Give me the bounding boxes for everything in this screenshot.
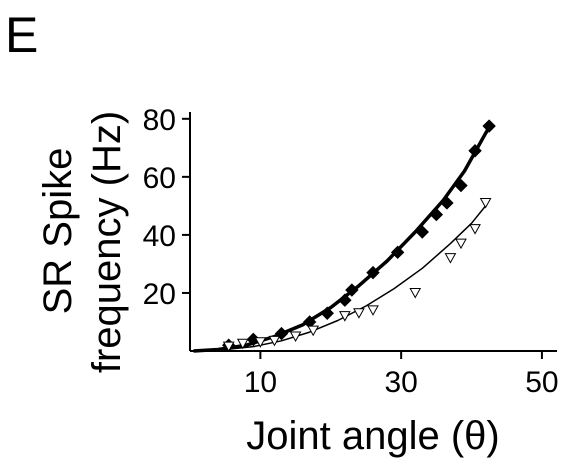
- y-axis-label-line2: frequency (Hz): [85, 111, 129, 373]
- y-tick-label: 20: [143, 278, 176, 311]
- data-point: [268, 335, 281, 347]
- data-point: [345, 283, 359, 297]
- fit-lines: [193, 126, 491, 353]
- data-point: [353, 308, 365, 319]
- data-point: [366, 265, 380, 280]
- data-point: [236, 338, 249, 350]
- y-tick-label: 80: [143, 104, 176, 137]
- data-point: [444, 253, 457, 264]
- x-axis-label: Joint angle (θ): [246, 414, 499, 458]
- data-point: [482, 119, 496, 133]
- tick-group: 10 30 50 20 40 60 80: [143, 104, 559, 399]
- data-markers: [222, 119, 496, 353]
- data-point: [289, 331, 302, 343]
- data-point: [222, 341, 235, 353]
- data-point: [479, 197, 492, 209]
- data-point: [469, 224, 481, 235]
- data-point: [415, 225, 429, 239]
- data-point: [429, 207, 444, 222]
- y-tick-label: 60: [143, 162, 176, 195]
- data-point: [254, 337, 267, 348]
- panel-letter: E: [5, 7, 38, 63]
- data-point: [367, 305, 379, 316]
- y-axis-label-line1: SR Spike: [36, 148, 80, 315]
- data-point: [338, 311, 351, 322]
- data-point: [468, 144, 482, 158]
- data-point: [307, 325, 320, 337]
- data-point: [440, 196, 454, 210]
- x-tick-label: 10: [244, 366, 277, 399]
- data-point: [409, 287, 422, 299]
- data-point: [454, 178, 468, 193]
- fit-line: [193, 126, 491, 353]
- fit-line: [193, 205, 487, 352]
- data-point: [338, 293, 352, 307]
- x-tick-label: 30: [384, 366, 417, 399]
- plot-area: 10 30 50 20 40 60 80: [143, 104, 559, 399]
- y-tick-label: 40: [143, 220, 176, 253]
- data-point: [390, 245, 405, 260]
- data-point: [320, 306, 334, 320]
- data-point: [455, 238, 467, 250]
- x-tick-label: 50: [525, 366, 558, 399]
